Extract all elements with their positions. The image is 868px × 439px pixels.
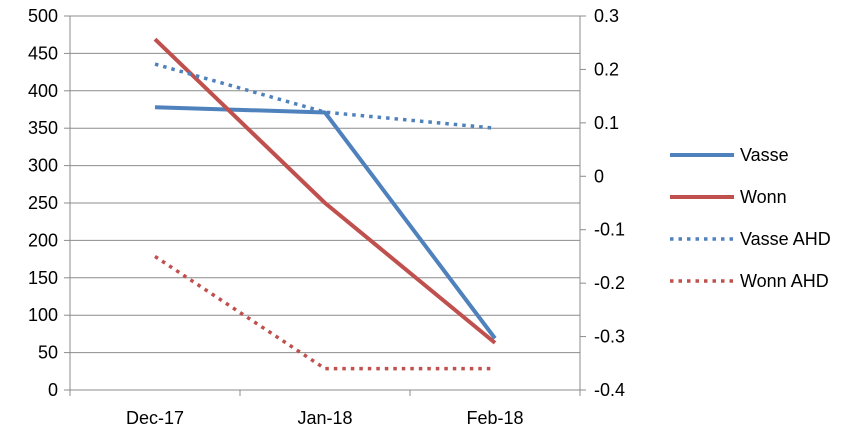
legend-label: Wonn AHD [740,271,829,291]
y-left-tick-label: 100 [28,305,58,325]
series-line-wonn-ahd [154,254,495,371]
y-left-tick-label: 500 [28,6,58,26]
y-left-tick-label: 350 [28,118,58,138]
legend-label: Vasse [740,145,789,165]
y-right-tick-label: 0.1 [594,113,619,133]
series-line-vasse [154,105,497,340]
series-lines [153,37,497,371]
y-right-tick-label: -0.3 [594,327,625,347]
x-tick-label: Jan-18 [297,408,352,428]
y-right-tick-label: -0.4 [594,380,625,400]
legend-label: Wonn [740,187,787,207]
series-line-vasse-ahd [154,62,496,130]
y-right-tick-label: 0.2 [594,59,619,79]
y-right-tick-label: -0.2 [594,273,625,293]
y-right-tick-label: -0.1 [594,220,625,240]
y-left-tick-label: 200 [28,230,58,250]
x-tick-label: Feb-18 [466,408,523,428]
y-left-tick-label: 50 [38,343,58,363]
y-left-tick-label: 450 [28,43,58,63]
y-left-tick-label: 300 [28,156,58,176]
legend: Vasse Wonn Vasse AHD Wonn AHD [670,145,831,291]
gridlines [70,15,580,354]
y-right-tick-label: 0 [594,166,604,186]
y-left-tick-label: 0 [48,380,58,400]
axes: 0 50 100 150 200 250 300 350 400 450 500 -0.4 -0.3 -0… [28,6,625,428]
y-left-tick-label: 250 [28,193,58,213]
y-left-tick-label: 400 [28,81,58,101]
legend-label: Vasse AHD [740,229,831,249]
x-tick-label: Dec-17 [126,408,184,428]
series-line-wonn [153,37,497,345]
y-right-tick-label: 0.3 [594,6,619,26]
y-left-tick-label: 150 [28,268,58,288]
